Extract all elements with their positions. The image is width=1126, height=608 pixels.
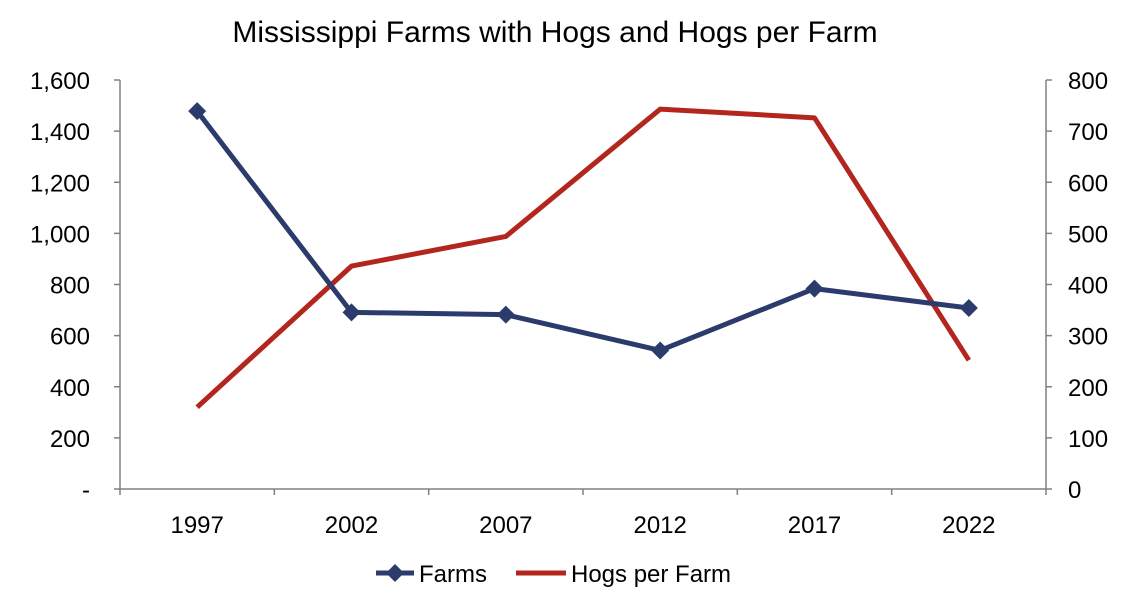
series-line-farms	[195, 109, 970, 353]
legend-item-hogs-per-farm: Hogs per Farm	[516, 561, 731, 588]
right-tick-label: 700	[1068, 119, 1108, 146]
x-tick-label: 2022	[942, 512, 995, 539]
x-tick-label: 2002	[325, 512, 378, 539]
right-tick-label: 100	[1068, 426, 1108, 453]
left-tick-label: 1,000	[30, 221, 90, 248]
x-tick-label: 2007	[479, 512, 532, 539]
x-axis-ticks: 1997 2002 2007 2012 2017 2022	[119, 489, 1047, 539]
x-tick-label: 1997	[170, 512, 223, 539]
left-tick-label: 1,600	[30, 68, 90, 95]
data-point-farms	[959, 299, 978, 318]
legend-hogs-label: Hogs per Farm	[571, 561, 731, 588]
right-axis-ticks: 0 100 200 300 400 500 600 700 800	[1046, 68, 1108, 504]
right-tick-label: 0	[1068, 477, 1081, 504]
data-point-farms	[188, 102, 207, 121]
left-tick-label: 800	[50, 273, 90, 300]
data-point-farms	[651, 341, 670, 360]
data-point-farms	[805, 279, 824, 298]
legend-farms-marker	[386, 564, 404, 582]
right-tick-label: 800	[1068, 68, 1108, 95]
x-tick-label: 2012	[633, 512, 686, 539]
chart-title: Mississippi Farms with Hogs and Hogs per…	[232, 16, 877, 49]
left-tick-label: 1,400	[30, 119, 90, 146]
series-line-hogs-per-farm	[195, 106, 971, 410]
right-tick-label: 500	[1068, 221, 1108, 248]
left-tick-label: 400	[50, 375, 90, 402]
left-tick-label: 200	[50, 426, 90, 453]
right-tick-label: 400	[1068, 273, 1108, 300]
left-axis-ticks: - 200 400 600 800 1,000 1,200 1,400 1,600	[30, 68, 120, 504]
legend-farms-label: Farms	[419, 561, 487, 588]
left-tick-label: 1,200	[30, 170, 90, 197]
data-point-farms	[342, 303, 361, 322]
plot-area: - 200 400 600 800 1,000 1,200 1,400 1,600 0 100 20…	[30, 68, 1108, 539]
right-tick-label: 600	[1068, 170, 1108, 197]
left-tick-label: 600	[50, 324, 90, 351]
legend-item-farms: Farms	[376, 561, 487, 588]
legend: Farms Hogs per Farm	[376, 561, 731, 588]
left-tick-label: -	[82, 477, 90, 504]
data-point-farms	[496, 305, 515, 324]
right-tick-label: 200	[1068, 375, 1108, 402]
series-layer	[188, 102, 978, 410]
right-tick-label: 300	[1068, 324, 1108, 351]
x-tick-label: 2017	[788, 512, 841, 539]
